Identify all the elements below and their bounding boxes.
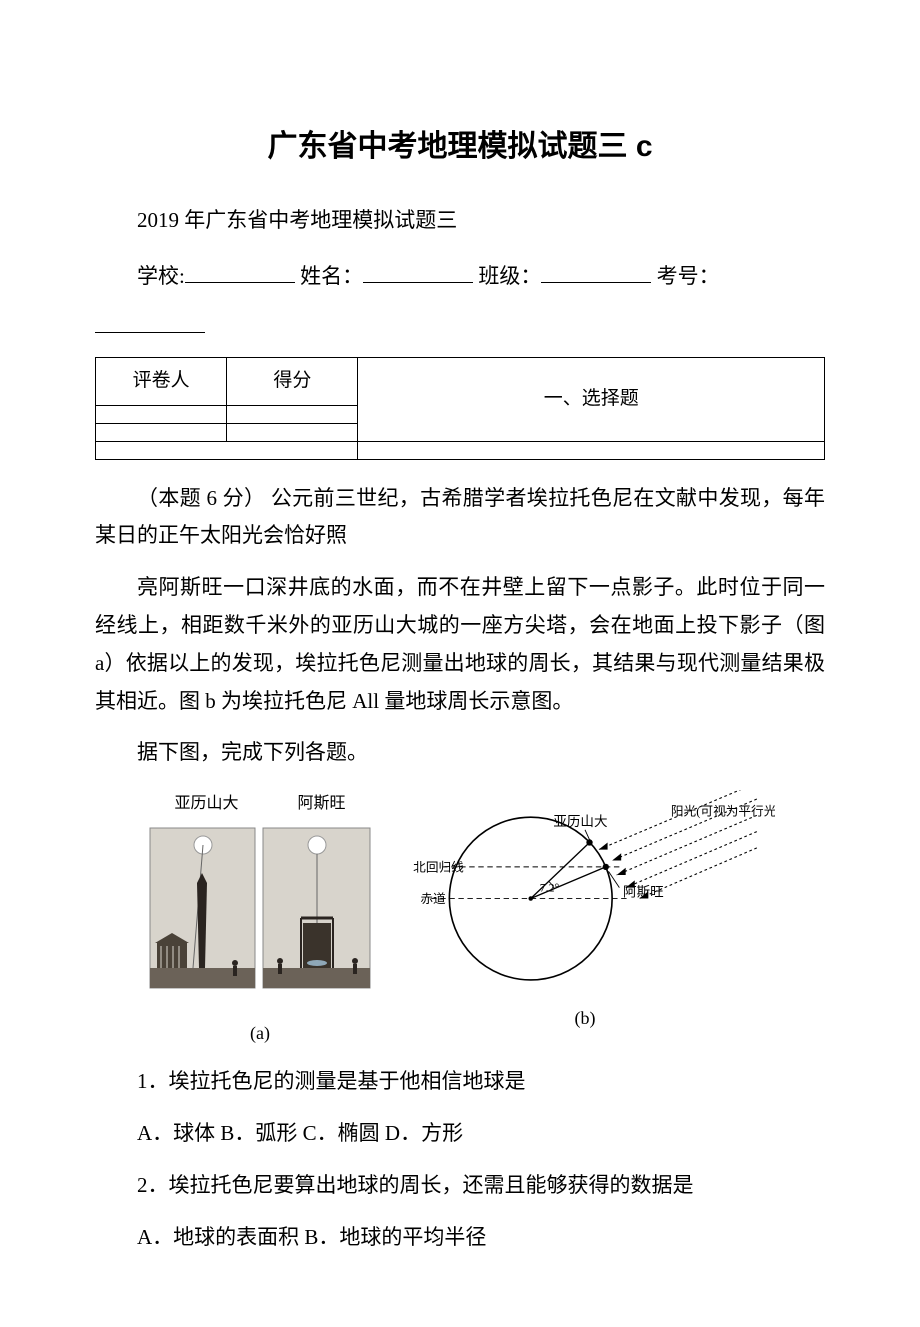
person-r1-body (278, 964, 282, 974)
person-left-body (233, 966, 237, 976)
class-blank (541, 262, 651, 283)
name-blank (363, 262, 473, 283)
figure-a-svg (145, 823, 375, 1013)
passage-p3: 据下图，完成下列各题。 (95, 734, 825, 772)
page-title: 广东省中考地理模拟试题三 c (95, 120, 825, 174)
alex-point (586, 839, 592, 845)
q1-options: A．球体 B．弧形 C．椭圆 D．方形 (95, 1115, 825, 1153)
grader-header: 评卷人 (96, 358, 227, 405)
examno-label: 考号： (657, 264, 720, 288)
score-cell (227, 405, 358, 423)
grader-cell-2 (96, 423, 227, 441)
label-sunlight: 阳光(可视为平行光) (671, 803, 775, 818)
fig-a-label-right: 阿斯旺 (297, 790, 345, 819)
person-r1-head (277, 958, 283, 964)
sun-right (308, 836, 326, 854)
name-label: 姓名： (300, 264, 363, 288)
q2-stem: 2．埃拉托色尼要算出地球的周长，还需且能够获得的数据是 (95, 1167, 825, 1205)
section-header: 一、选择题 (358, 358, 825, 441)
figure-b: 亚历山大 北回归线 赤道 阿斯旺 7.2° 阳光(可视为平行光) (b) (395, 790, 775, 1034)
label-tropic: 北回归线 (413, 861, 464, 875)
score-cell-2 (227, 423, 358, 441)
form-line-2 (95, 308, 825, 346)
fig-a-label-left: 亚历山大 (174, 790, 238, 819)
q1-stem: 1．埃拉托色尼的测量是基于他相信地球是 (95, 1063, 825, 1101)
ground-left (150, 968, 255, 988)
figure-b-svg: 亚历山大 北回归线 赤道 阿斯旺 7.2° 阳光(可视为平行光) (395, 790, 775, 998)
label-angle: 7.2° (540, 881, 560, 894)
fig-b-caption: (b) (395, 1002, 775, 1034)
q2-options: A．地球的表面积 B．地球的平均半径 (95, 1219, 825, 1257)
figure-container: 亚历山大 阿斯旺 (95, 790, 825, 1049)
form-line: 学校: 姓名： 班级： 考号： (95, 258, 825, 296)
school-label: 学校: (137, 264, 185, 288)
person-left-head (232, 960, 238, 966)
label-equator: 赤道 (420, 892, 446, 906)
class-label: 班级： (478, 264, 541, 288)
grader-cell (96, 405, 227, 423)
school-blank (185, 262, 295, 283)
aswan-point (603, 864, 609, 870)
examno-blank (95, 312, 205, 333)
subtitle: 2019 年广东省中考地理模拟试题三 (95, 202, 825, 240)
passage-p1: （本题 6 分） 公元前三世纪，古希腊学者埃拉托色尼在文献中发现，每年某日的正午… (95, 480, 825, 556)
figure-a: 亚历山大 阿斯旺 (145, 790, 375, 1049)
bottom-left-cell (96, 441, 358, 459)
passage-p2: 亮阿斯旺一口深井底的水面，而不在井壁上留下一点影子。此时位于同一经线上，相距数千… (95, 569, 825, 720)
score-table: 评卷人 得分 一、选择题 (95, 357, 825, 459)
bottom-right-cell (358, 441, 825, 459)
person-r2-body (353, 964, 357, 974)
water (307, 960, 327, 966)
score-header: 得分 (227, 358, 358, 405)
fig-a-caption: (a) (145, 1017, 375, 1049)
person-r2-head (352, 958, 358, 964)
label-alex: 亚历山大 (553, 814, 607, 829)
label-aswan: 阿斯旺 (623, 885, 664, 900)
